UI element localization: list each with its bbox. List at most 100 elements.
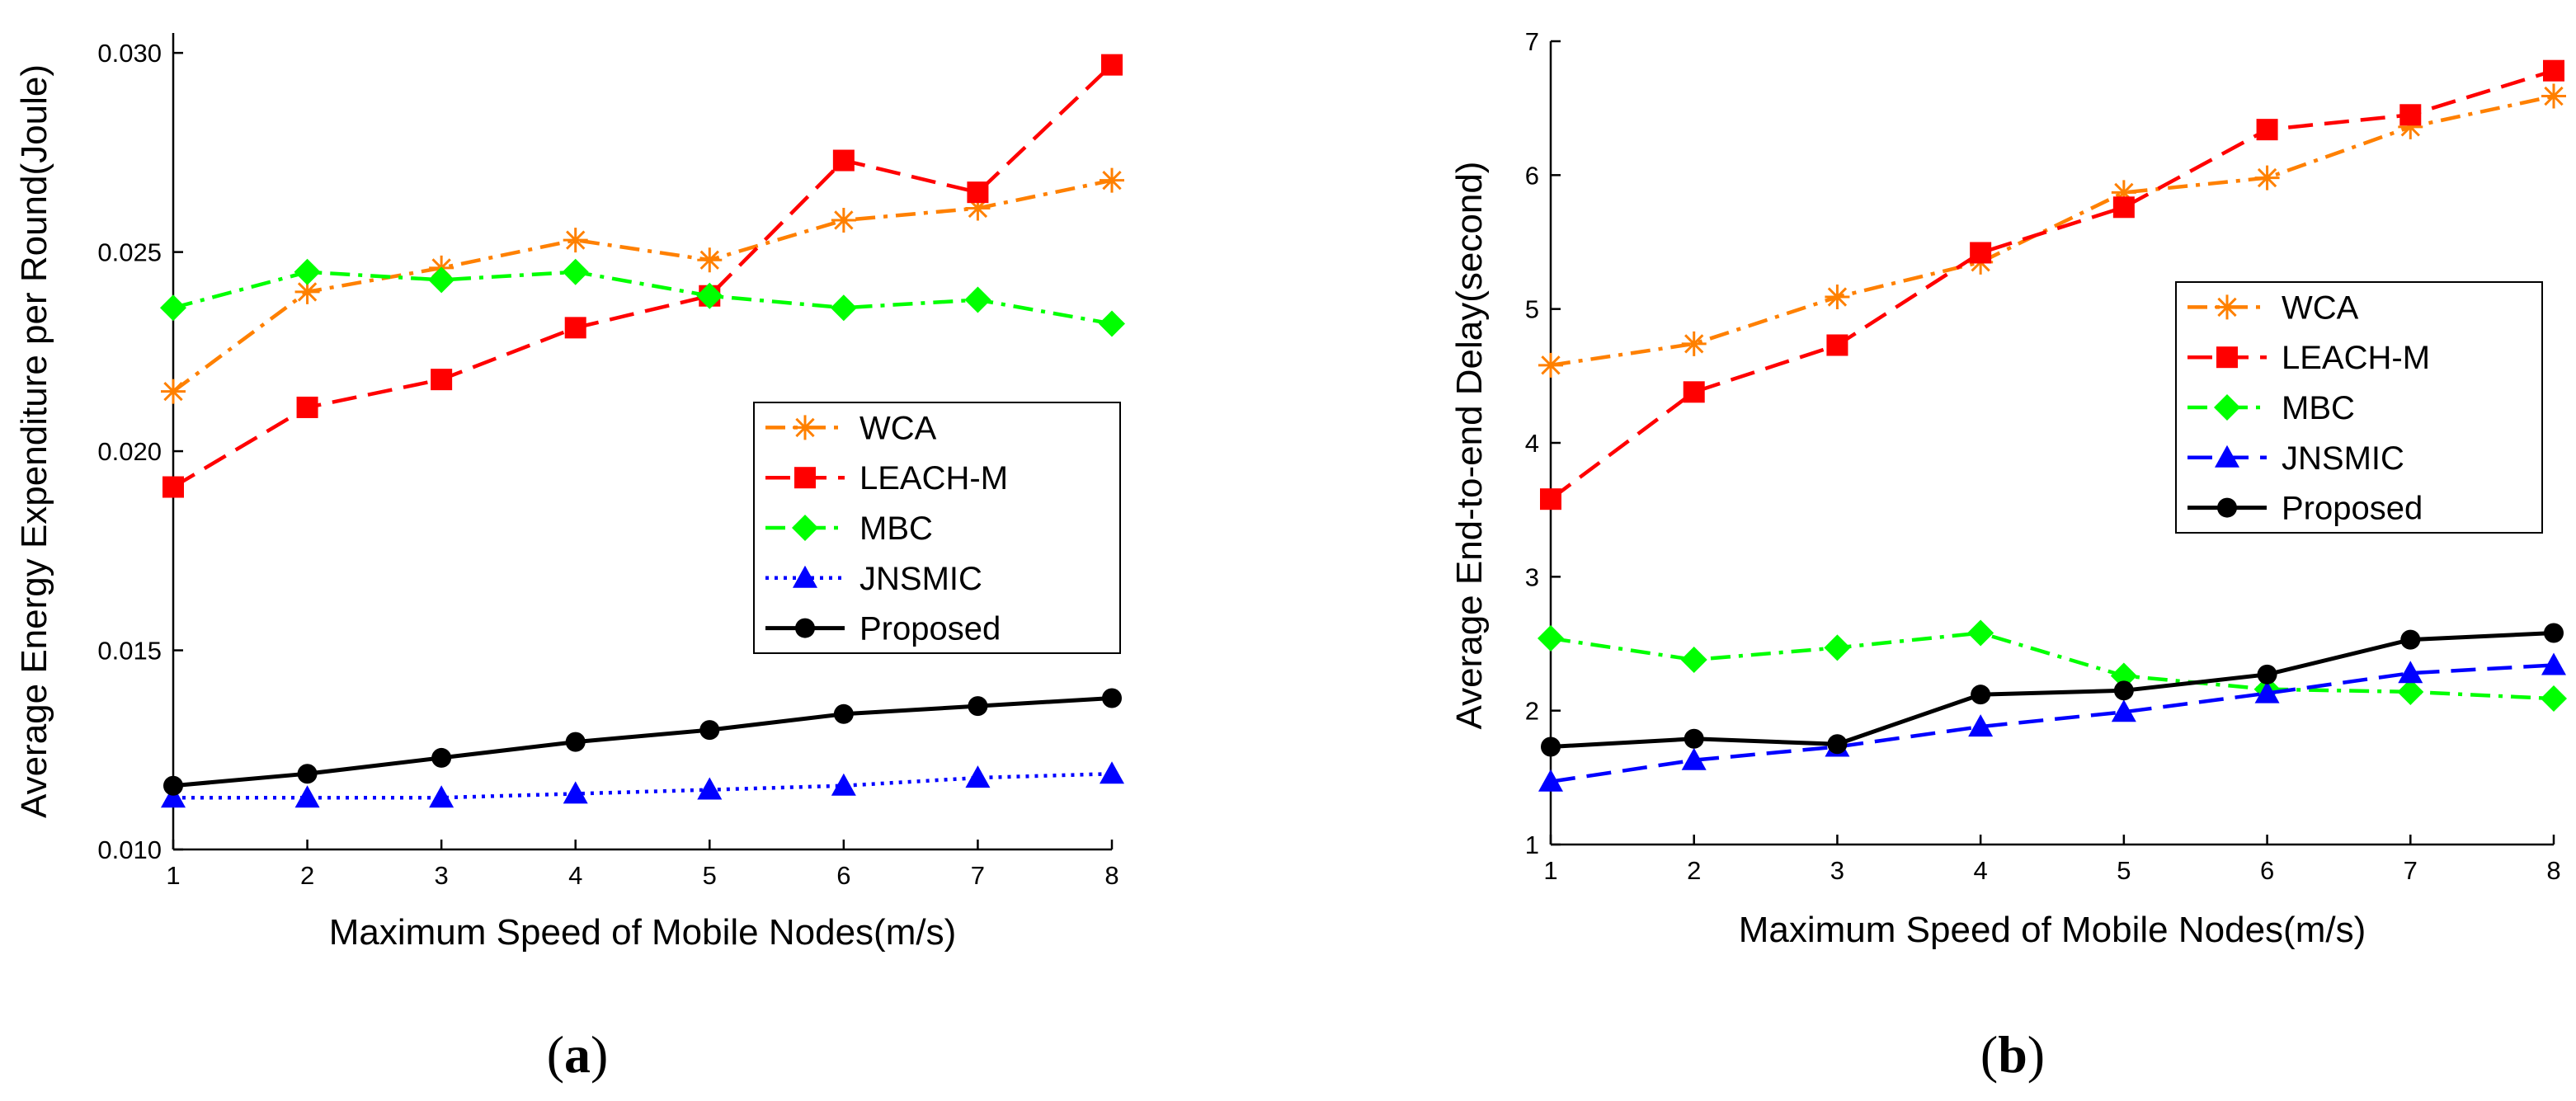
data-point xyxy=(1827,734,1848,755)
data-point xyxy=(2541,652,2566,675)
legend-marker xyxy=(793,415,817,440)
x-tick-label: 5 xyxy=(2117,856,2131,885)
series-line xyxy=(1550,631,2555,701)
data-point xyxy=(1538,352,1563,378)
x-axis-label: Maximum Speed of Mobile Nodes(m/s) xyxy=(1739,910,2366,950)
data-point xyxy=(1100,167,1124,193)
y-tick-label: 0.015 xyxy=(97,637,162,666)
data-point xyxy=(161,379,186,404)
panel-label-letter: b xyxy=(1998,1025,2027,1084)
legend-label: LEACH-M xyxy=(859,460,1008,496)
x-tick-label: 6 xyxy=(2260,856,2274,885)
data-point xyxy=(967,181,989,204)
data-point xyxy=(2112,196,2135,219)
data-point xyxy=(2399,104,2422,126)
data-point xyxy=(2111,180,2136,205)
data-point xyxy=(1681,331,1707,356)
data-point xyxy=(1968,714,1994,737)
data-point xyxy=(429,785,454,808)
x-tick-label: 1 xyxy=(1543,856,1557,885)
data-point xyxy=(2257,664,2277,685)
panel-label-open: ( xyxy=(1980,1025,1998,1084)
data-point xyxy=(697,777,723,800)
data-point xyxy=(1099,310,1125,337)
legend-entry: LEACH-M xyxy=(765,460,1008,496)
data-point xyxy=(831,773,856,796)
x-tick-label: 8 xyxy=(2546,856,2560,885)
legend-marker xyxy=(2217,497,2237,518)
data-point xyxy=(563,228,588,253)
legend-marker xyxy=(2214,394,2240,421)
x-tick-label: 3 xyxy=(1830,856,1844,885)
data-point xyxy=(2113,680,2134,701)
data-point xyxy=(1825,285,1850,310)
data-point xyxy=(1538,769,1563,792)
x-tick-label: 4 xyxy=(568,861,582,890)
data-point xyxy=(1100,761,1124,784)
x-tick-label: 2 xyxy=(300,861,314,890)
series-line xyxy=(172,178,1113,393)
legend-entry: Proposed xyxy=(2187,491,2423,527)
data-point xyxy=(2111,699,2136,722)
y-tick-label: 0.010 xyxy=(97,835,162,864)
legend-label: WCA xyxy=(2282,289,2359,326)
y-tick-label: 6 xyxy=(1525,161,1539,190)
x-tick-label: 7 xyxy=(971,861,985,890)
panel-label-open: ( xyxy=(547,1025,564,1084)
data-point xyxy=(1102,688,1122,708)
data-point xyxy=(2541,83,2566,109)
legend: WCA LEACH-M MBC JNSMIC Proposed xyxy=(2175,281,2543,534)
legend-label: JNSMIC xyxy=(859,561,982,597)
legend-marker xyxy=(794,467,816,489)
series-line xyxy=(1550,94,2555,368)
data-point xyxy=(296,396,318,418)
chart-b: 1 2 3 4 5 6 7 8 1 2 3 4 5 6 7 Maximum Speed of Mobile N… xyxy=(1449,27,2567,1084)
data-point xyxy=(2400,629,2421,650)
y-tick-label: 1 xyxy=(1525,830,1539,859)
legend-entry: WCA xyxy=(765,410,937,446)
data-point xyxy=(964,286,991,313)
data-point xyxy=(563,781,588,804)
data-point xyxy=(2110,662,2137,689)
series-line xyxy=(1550,663,2555,783)
series-proposed xyxy=(1541,623,2564,757)
data-point xyxy=(294,279,320,304)
legend-marker xyxy=(2215,445,2239,468)
data-point xyxy=(163,775,183,796)
data-point xyxy=(1101,54,1123,76)
x-tick-label: 1 xyxy=(166,861,180,890)
series-mbc xyxy=(160,258,1125,337)
data-point xyxy=(1824,634,1851,661)
data-point xyxy=(2398,114,2423,139)
legend-label: Proposed xyxy=(859,611,1001,647)
panel-label-close: ) xyxy=(591,1025,608,1084)
y-tick-label: 0.020 xyxy=(97,437,162,466)
data-point xyxy=(830,294,857,322)
x-tick-label: 8 xyxy=(1104,861,1118,890)
data-point xyxy=(2543,59,2564,82)
data-point xyxy=(1970,242,1992,264)
x-tick-label: 4 xyxy=(1974,856,1988,885)
data-point xyxy=(1684,728,1704,749)
legend-label: Proposed xyxy=(2282,491,2423,527)
series-line xyxy=(172,696,1113,788)
x-tick-label: 6 xyxy=(836,861,850,890)
data-point xyxy=(1971,685,1991,705)
legend-entry: LEACH-M xyxy=(2187,340,2430,376)
data-point xyxy=(565,732,586,752)
data-point xyxy=(2544,623,2564,643)
legend-entry: MBC xyxy=(765,511,933,547)
series-line xyxy=(1549,68,2555,501)
legend-label: MBC xyxy=(859,511,933,547)
data-point xyxy=(965,765,991,788)
data-point xyxy=(696,282,723,309)
y-tick-label: 3 xyxy=(1525,562,1539,591)
data-point xyxy=(699,720,720,741)
legend-entry: WCA xyxy=(2187,289,2359,326)
data-point xyxy=(431,369,453,391)
legend-label: WCA xyxy=(859,410,937,446)
data-point xyxy=(564,317,586,339)
series-leach-m xyxy=(162,54,1123,498)
data-point xyxy=(833,703,854,724)
